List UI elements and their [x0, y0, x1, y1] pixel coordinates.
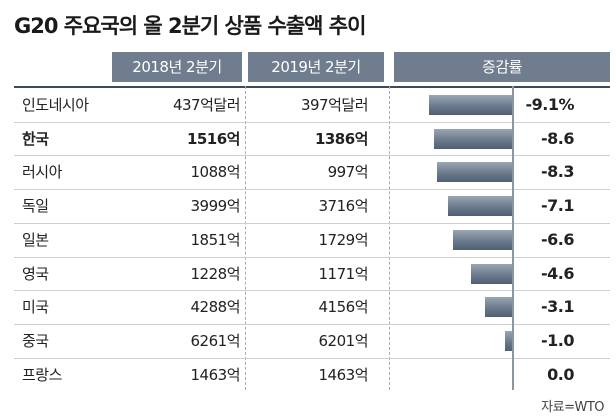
- value-2018: 1463억: [190, 365, 241, 384]
- row-separator: [14, 222, 610, 224]
- country-label: 미국: [22, 298, 49, 317]
- value-2019: 1386억: [314, 129, 369, 148]
- bar: [447, 196, 514, 217]
- change-label: 0.0: [547, 364, 574, 384]
- change-label: -8.6: [541, 128, 574, 148]
- country-label: 인도네시아: [22, 96, 89, 114]
- column-divider-1: [245, 86, 246, 390]
- value-2018: 1516억: [186, 129, 241, 148]
- country-label: 영국: [22, 264, 49, 283]
- column-divider-2: [389, 86, 390, 390]
- row-separator: [14, 155, 610, 157]
- row-separator: [14, 121, 610, 123]
- header-change: 증감률: [394, 52, 610, 82]
- row-separator: [14, 256, 610, 258]
- bar: [485, 297, 514, 318]
- bar: [504, 330, 514, 351]
- value-2019: 1171억: [318, 264, 369, 283]
- row-separator: [14, 189, 610, 191]
- value-2018: 1228억: [190, 264, 241, 283]
- country-label: 프랑스: [22, 365, 62, 384]
- change-label: -4.6: [541, 263, 574, 283]
- header-2018: 2018년 2분기: [112, 52, 242, 82]
- change-label: -9.1%: [525, 95, 574, 114]
- country-label: 일본: [22, 230, 49, 249]
- country-label: 독일: [22, 197, 49, 216]
- value-2019: 3716억: [318, 197, 369, 216]
- value-2019: 1463억: [318, 365, 369, 384]
- header-2019: 2019년 2분기: [248, 52, 384, 82]
- country-label: 러시아: [22, 163, 62, 182]
- bar: [429, 95, 514, 115]
- row-separator: [14, 290, 610, 292]
- change-label: -6.6: [541, 229, 574, 249]
- value-2018: 437억달러: [172, 96, 241, 114]
- value-2019: 997억: [327, 163, 369, 182]
- value-2018: 3999억: [190, 197, 241, 216]
- source-note: 자료=WTO: [541, 400, 604, 415]
- value-2019: 6201억: [318, 331, 369, 350]
- value-2018: 4288억: [190, 298, 241, 317]
- value-2019: 397억달러: [300, 96, 369, 114]
- value-2018: 1088억: [190, 163, 241, 182]
- change-label: -7.1: [541, 196, 574, 216]
- bar: [434, 128, 514, 149]
- value-2018: 1851억: [190, 230, 241, 249]
- row-separator: [14, 357, 610, 359]
- change-label: -8.3: [541, 162, 574, 182]
- row-separator: [14, 323, 610, 325]
- bar: [471, 263, 514, 284]
- change-label: -3.1: [541, 297, 574, 317]
- country-label: 한국: [22, 129, 49, 148]
- bar: [452, 229, 514, 250]
- value-2018: 6261억: [190, 331, 241, 350]
- country-label: 중국: [22, 331, 49, 350]
- zero-axis: [512, 86, 514, 390]
- value-2019: 1729억: [318, 230, 369, 249]
- value-2019: 4156억: [318, 298, 369, 317]
- change-label: -1.0: [541, 330, 574, 350]
- bar: [436, 162, 514, 183]
- chart-title: G20 주요국의 올 2분기 상품 수출액 추이: [14, 14, 366, 38]
- table-top-rule: [14, 86, 610, 88]
